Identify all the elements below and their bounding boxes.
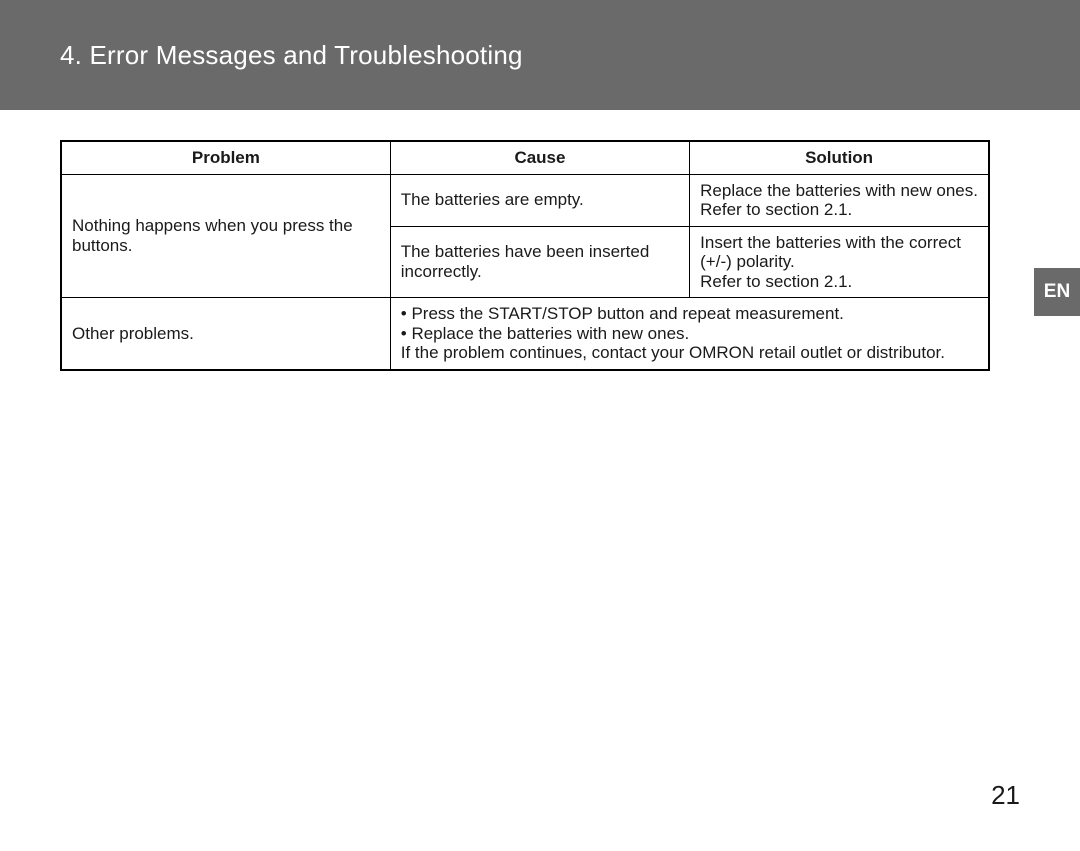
table-row: Nothing happens when you press the butto… bbox=[61, 174, 989, 226]
page-title: 4. Error Messages and Troubleshooting bbox=[60, 40, 523, 71]
troubleshooting-table: Problem Cause Solution Nothing happens w… bbox=[60, 140, 990, 371]
table-header-row: Problem Cause Solution bbox=[61, 141, 989, 174]
language-tab: EN bbox=[1034, 268, 1080, 316]
cell-solution-1b: Insert the batteries with the correct (+… bbox=[690, 226, 989, 298]
cell-cause-1b: The batteries have been inserted incorre… bbox=[390, 226, 689, 298]
page-number: 21 bbox=[991, 780, 1020, 811]
cell-problem-2: Other problems. bbox=[61, 298, 390, 370]
cell-solution-1a: Replace the batteries with new ones.Refe… bbox=[690, 174, 989, 226]
col-header-problem: Problem bbox=[61, 141, 390, 174]
cell-cause-1a: The batteries are empty. bbox=[390, 174, 689, 226]
table-row: Other problems. • Press the START/STOP b… bbox=[61, 298, 989, 370]
cell-merged-2: • Press the START/STOP button and repeat… bbox=[390, 298, 989, 370]
page-body: Problem Cause Solution Nothing happens w… bbox=[0, 110, 1080, 371]
col-header-cause: Cause bbox=[390, 141, 689, 174]
header-band: 4. Error Messages and Troubleshooting bbox=[0, 0, 1080, 110]
cell-problem-1: Nothing happens when you press the butto… bbox=[61, 174, 390, 298]
col-header-solution: Solution bbox=[690, 141, 989, 174]
